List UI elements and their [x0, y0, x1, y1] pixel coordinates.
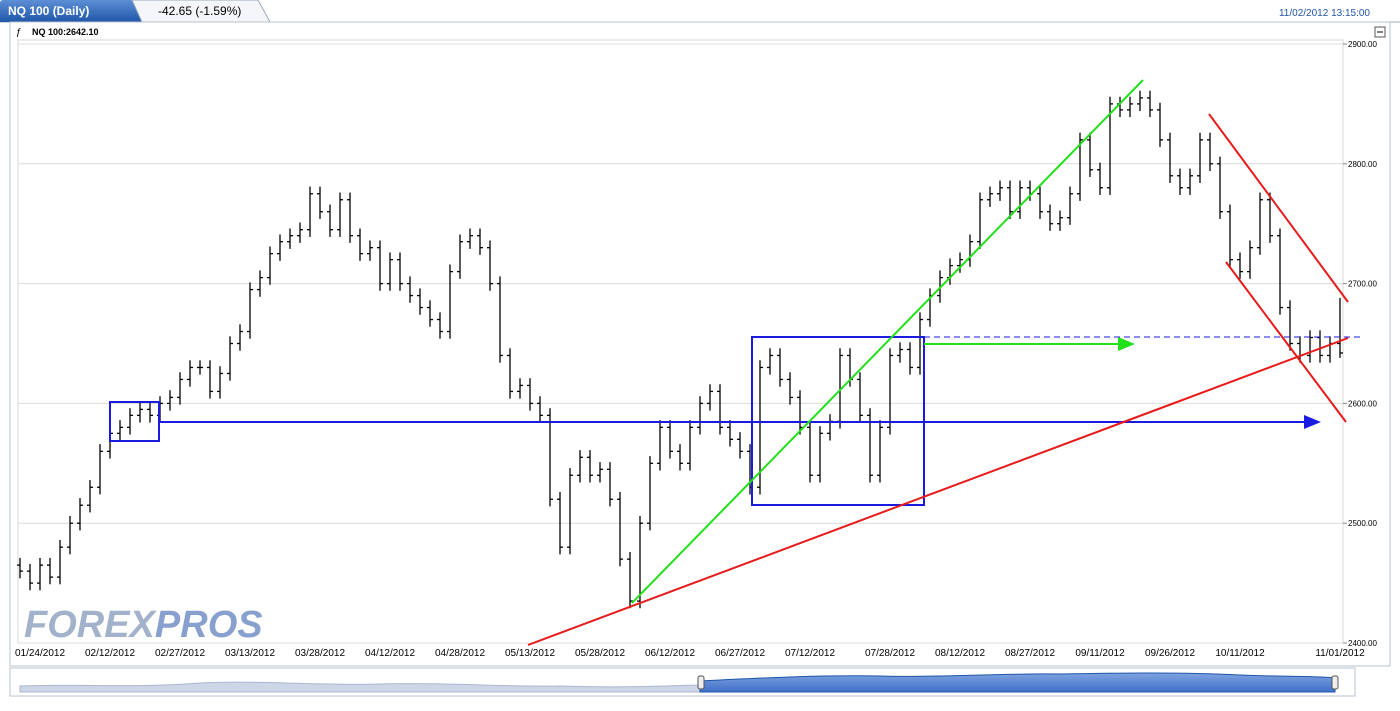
change-text: -42.65 (-1.59%) — [158, 4, 241, 18]
x-tick-label: 06/27/2012 — [715, 648, 765, 659]
series-legend: NQ 100:2642.10 — [32, 27, 99, 37]
x-tick-label: 08/12/2012 — [935, 648, 985, 659]
range-box — [751, 336, 925, 506]
x-tick-label: 03/28/2012 — [295, 648, 345, 659]
tab-title: NQ 100 (Daily) — [8, 4, 89, 18]
trend-line — [631, 79, 1144, 604]
y-tick-label: 2400.00 — [1348, 639, 1377, 648]
y-tick-label: 2700.00 — [1348, 280, 1377, 289]
x-tick-label: 07/12/2012 — [785, 648, 835, 659]
x-tick-label: 10/11/2012 — [1215, 648, 1265, 659]
tab-active[interactable] — [0, 0, 142, 22]
y-tick-label: 2800.00 — [1348, 160, 1377, 169]
x-tick-label: 08/27/2012 — [1005, 648, 1055, 659]
x-tick-label: 09/11/2012 — [1075, 648, 1125, 659]
y-tick-label: 2900.00 — [1348, 40, 1377, 49]
x-tick-label: 11/01/2012 — [1315, 648, 1365, 659]
x-tick-label: 03/13/2012 — [225, 648, 275, 659]
x-tick-label: 06/12/2012 — [645, 648, 695, 659]
y-tick-label: 2600.00 — [1348, 399, 1377, 408]
y-tick-label: 2500.00 — [1348, 519, 1377, 528]
x-tick-label: 07/28/2012 — [865, 648, 915, 659]
trend-line — [527, 337, 1349, 646]
x-tick-label: 02/27/2012 — [155, 648, 205, 659]
x-tick-label: 04/12/2012 — [365, 648, 415, 659]
x-tick-label: 04/28/2012 — [435, 648, 485, 659]
channel-line — [1208, 113, 1349, 303]
navigator-handle[interactable] — [697, 675, 705, 690]
navigator-overview — [19, 681, 701, 693]
x-tick-label: 09/26/2012 — [1145, 648, 1195, 659]
channel-line — [1225, 261, 1347, 423]
x-tick-label: 02/12/2012 — [85, 648, 135, 659]
x-tick-label: 05/13/2012 — [505, 648, 555, 659]
x-tick-label: 01/24/2012 — [15, 648, 65, 659]
series-icon: ƒ — [16, 27, 22, 38]
arrow-head — [1304, 415, 1321, 429]
bars-layer — [17, 90, 1343, 609]
drawings — [109, 79, 1360, 646]
grid-layer: 2400.00 2500.00 2600.00 2700.00 2800.00 2900.… — [15, 40, 1378, 659]
navigator-handle[interactable] — [1331, 675, 1339, 690]
datetime: 11/02/2012 13:15:00 — [1279, 8, 1370, 19]
logo: FOREXPROS — [24, 604, 263, 646]
navigator-selection — [699, 672, 1336, 693]
x-tick-label: 05/28/2012 — [575, 648, 625, 659]
arrow-head — [1118, 337, 1135, 351]
logo-part: FOREX — [24, 604, 158, 646]
logo-part: PROS — [155, 604, 263, 646]
